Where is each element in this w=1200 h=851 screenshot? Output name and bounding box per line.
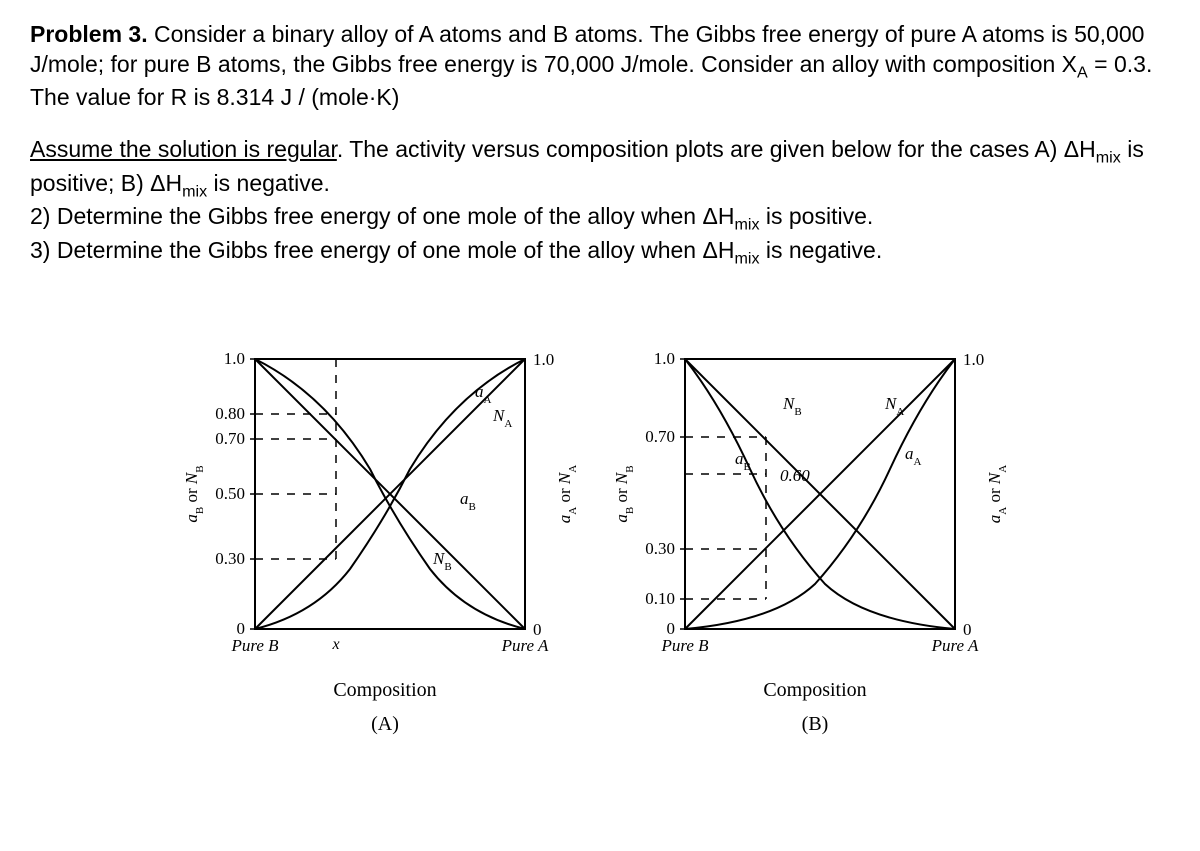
chart-B: 1.00.700.300.1001.00aB or NBaA or NAPure… <box>605 329 1025 737</box>
svg-text:Pure A: Pure A <box>931 636 979 655</box>
question-3b: is negative. <box>760 237 883 263</box>
svg-text:aA or NA: aA or NA <box>985 465 1009 523</box>
assume-underline: Assume the solution is regular <box>30 136 337 162</box>
chart-A-svg: 1.00.800.700.500.3001.00aB or NBaA or NA… <box>175 329 595 669</box>
assumption-block: Assume the solution is regular. The acti… <box>30 135 1170 269</box>
question-2sub: mix <box>734 216 759 234</box>
chart-B-svg: 1.00.700.300.1001.00aB or NBaA or NAPure… <box>605 329 1025 669</box>
svg-text:0.10: 0.10 <box>645 589 675 608</box>
svg-text:NA: NA <box>492 406 512 430</box>
svg-text:aA or NA: aA or NA <box>555 465 579 523</box>
svg-text:0.50: 0.50 <box>215 484 245 503</box>
svg-text:1.0: 1.0 <box>654 349 675 368</box>
svg-text:aA: aA <box>475 382 492 406</box>
svg-text:aB: aB <box>460 489 476 513</box>
question-3a: 3) Determine the Gibbs free energy of on… <box>30 237 734 263</box>
assume-mix1: mix <box>1096 149 1121 167</box>
chart-A-sublabel: (A) <box>371 711 399 737</box>
problem-sub-A: A <box>1077 63 1088 81</box>
svg-text:x: x <box>331 636 339 653</box>
svg-text:1.0: 1.0 <box>533 350 554 369</box>
svg-text:aB or NB: aB or NB <box>182 466 206 523</box>
chart-A: 1.00.800.700.500.3001.00aB or NBaA or NA… <box>175 329 595 737</box>
svg-text:0.70: 0.70 <box>215 429 245 448</box>
charts-container: 1.00.800.700.500.3001.00aB or NBaA or NA… <box>30 329 1170 737</box>
chart-B-composition: Composition <box>763 677 866 703</box>
problem-number: Problem 3. <box>30 21 148 47</box>
svg-text:NA: NA <box>884 394 904 418</box>
question-2a: 2) Determine the Gibbs free energy of on… <box>30 203 734 229</box>
svg-text:Pure B: Pure B <box>230 636 279 655</box>
question-2b: is positive. <box>760 203 874 229</box>
svg-text:1.0: 1.0 <box>963 350 984 369</box>
svg-text:0.30: 0.30 <box>215 549 245 568</box>
svg-text:0.70: 0.70 <box>645 427 675 446</box>
svg-text:Pure B: Pure B <box>660 636 709 655</box>
svg-text:aA: aA <box>905 444 922 468</box>
svg-text:aB: aB <box>735 449 751 473</box>
assume-after: . The activity versus composition plots … <box>337 136 1096 162</box>
svg-text:NB: NB <box>782 394 802 418</box>
svg-text:aB or NB: aB or NB <box>612 466 636 523</box>
svg-text:0.30: 0.30 <box>645 539 675 558</box>
problem-statement: Problem 3. Consider a binary alloy of A … <box>30 20 1170 113</box>
svg-text:Pure A: Pure A <box>501 636 549 655</box>
problem-text-1: Consider a binary alloy of A atoms and B… <box>30 21 1144 77</box>
chart-B-sublabel: (B) <box>802 711 829 737</box>
assume-mix2: mix <box>182 182 207 200</box>
assume-mid2: is negative. <box>207 170 330 196</box>
svg-text:1.0: 1.0 <box>224 349 245 368</box>
svg-text:0.80: 0.80 <box>215 404 245 423</box>
chart-A-composition: Composition <box>333 677 436 703</box>
svg-text:0.60: 0.60 <box>780 466 810 485</box>
question-3sub: mix <box>734 249 759 267</box>
